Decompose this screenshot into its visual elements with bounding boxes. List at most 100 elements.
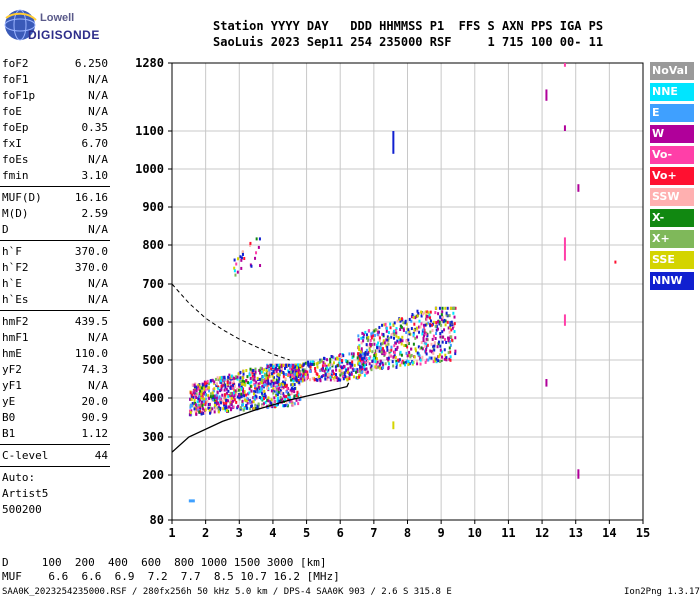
param-value: 3.10 — [81, 169, 109, 182]
echo-point — [255, 251, 258, 255]
echo-point — [417, 312, 420, 316]
echo-point — [407, 360, 410, 364]
echo-point — [303, 378, 306, 382]
echo-point — [365, 371, 368, 375]
echo-point — [425, 358, 428, 362]
echo-point — [292, 379, 295, 383]
echo-point — [270, 379, 273, 383]
echo-point — [241, 403, 244, 407]
echo-point — [261, 378, 264, 382]
clevel-value: 44 — [94, 449, 108, 462]
echo-point — [379, 366, 382, 370]
echo-point — [258, 237, 261, 241]
echo-point — [243, 256, 246, 260]
echo-point — [264, 400, 267, 404]
echo-point — [358, 375, 361, 379]
echo-point — [249, 241, 252, 245]
echo-point — [424, 344, 427, 348]
echo-point — [346, 370, 349, 374]
echo-point — [219, 397, 222, 401]
legend-item: SSE — [650, 251, 694, 269]
echo-point — [218, 395, 221, 399]
echo-point — [293, 394, 296, 398]
echo-point — [423, 331, 426, 335]
echo-point — [205, 384, 208, 388]
echo-point — [291, 377, 294, 381]
echo-point — [394, 341, 397, 345]
echo-point — [433, 357, 436, 361]
echo-point — [238, 384, 241, 388]
echo-point — [338, 363, 341, 367]
echo-point — [450, 320, 453, 324]
echo-point — [429, 319, 432, 323]
echo-point — [248, 381, 251, 385]
echo-point — [266, 398, 269, 402]
echo-point — [326, 358, 329, 362]
echo-point — [416, 309, 419, 313]
echo-point — [189, 404, 192, 408]
echo-point — [390, 333, 393, 337]
echo-point — [255, 237, 258, 241]
echo-point — [394, 355, 397, 359]
echo-point — [381, 332, 384, 336]
echo-point — [281, 382, 284, 386]
echo-point — [384, 362, 387, 366]
echo-point — [417, 345, 420, 349]
param-row: M(D) 2.59 — [2, 206, 108, 222]
echo-point — [405, 351, 408, 355]
echo-point — [329, 375, 332, 379]
echo-point — [436, 327, 439, 331]
echo-point — [240, 266, 243, 270]
echo-point — [454, 349, 457, 353]
echo-point — [270, 363, 273, 367]
echo-point — [274, 387, 277, 391]
echo-point — [267, 371, 270, 375]
echo-point — [260, 397, 263, 401]
echo-point — [285, 363, 288, 367]
echo-point — [360, 360, 363, 364]
echo-point — [222, 401, 225, 405]
echo-point — [268, 368, 271, 372]
echo-point — [410, 353, 413, 357]
clevel-row: C-level 44 — [2, 448, 108, 464]
echo-point — [378, 338, 381, 342]
echo-point — [272, 378, 275, 382]
echo-point — [330, 373, 333, 377]
echo-point — [279, 395, 282, 399]
echo-point — [388, 353, 391, 357]
echo-point — [200, 395, 203, 399]
echo-point — [193, 383, 196, 387]
param-value: 1.12 — [81, 427, 109, 440]
param-row: h`E N/A — [2, 276, 108, 292]
echo-point — [313, 378, 316, 382]
echo-point — [355, 370, 358, 374]
echo-point — [384, 351, 387, 355]
echo-point — [383, 341, 386, 345]
echo-point — [275, 366, 278, 370]
echo-point — [256, 387, 259, 391]
echo-point — [359, 355, 362, 359]
param-row: foF1p N/A — [2, 88, 108, 104]
echo-point — [429, 310, 432, 314]
echo-point — [445, 340, 448, 344]
x-tick-label: 10 — [468, 526, 482, 540]
echo-point — [200, 412, 203, 416]
echo-point — [230, 402, 233, 406]
echo-point — [289, 375, 292, 379]
echo-point — [444, 323, 447, 327]
echo-point — [204, 390, 207, 394]
echo-point — [213, 410, 216, 414]
echo-point — [221, 378, 224, 382]
echo-point — [235, 262, 238, 266]
echo-point — [267, 381, 270, 385]
echo-point — [424, 350, 427, 354]
echo-point — [312, 362, 315, 366]
param-label: hmF2 — [2, 315, 29, 328]
echo-point — [194, 406, 197, 410]
echo-point — [329, 366, 332, 370]
echo-point — [378, 346, 381, 350]
echo-point — [195, 385, 198, 389]
echo-point — [440, 358, 443, 362]
echo-point — [215, 399, 218, 403]
echo-point — [329, 378, 332, 382]
